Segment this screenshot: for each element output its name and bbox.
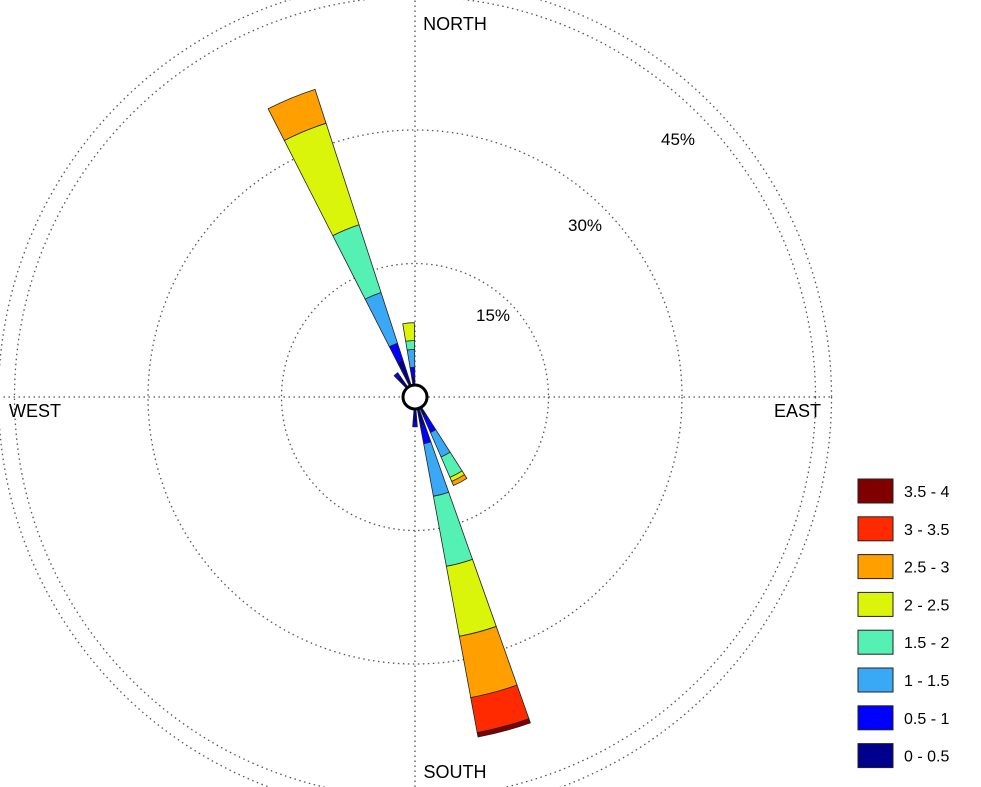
legend: 3.5 - 4 3 - 3.5 2.5 - 3 2 - 2.5 1.5 - 2 1 - 1… bbox=[857, 478, 949, 769]
ring-label-45: 45% bbox=[661, 130, 695, 149]
petal-337.5-bin-4 bbox=[283, 122, 360, 237]
petal-355-bin-2 bbox=[406, 348, 416, 369]
legend-swatch bbox=[857, 591, 894, 617]
petals bbox=[267, 88, 531, 738]
legend-swatch bbox=[857, 667, 894, 693]
legend-label: 2.5 - 3 bbox=[904, 560, 949, 577]
south-label: SOUTH bbox=[424, 762, 487, 782]
legend-swatch bbox=[857, 743, 894, 769]
legend-swatch bbox=[857, 554, 894, 580]
petal-337.5-bin-1 bbox=[388, 342, 404, 364]
legend-swatch bbox=[857, 629, 894, 655]
petal-337.5-bin-5 bbox=[267, 88, 327, 142]
legend-label: 0 - 0.5 bbox=[904, 749, 949, 766]
legend-swatch bbox=[857, 478, 894, 504]
grid-ring-outer bbox=[0, 0, 833, 787]
petal-165-bin-3 bbox=[432, 491, 473, 567]
legend-swatch bbox=[857, 705, 894, 731]
petal-165-bin-4 bbox=[445, 558, 497, 637]
center-circle bbox=[401, 383, 429, 411]
petal-355-bin-4 bbox=[402, 322, 415, 342]
petal-337.5-bin-3 bbox=[332, 224, 382, 300]
grid-ring-30 bbox=[147, 129, 683, 665]
petal-165-bin-7 bbox=[476, 718, 531, 738]
legend-label: 3 - 3.5 bbox=[904, 522, 949, 539]
legend-label: 1.5 - 2 bbox=[904, 635, 949, 652]
petal-320-bin-1 bbox=[393, 372, 401, 380]
center-hole bbox=[401, 383, 429, 411]
petal-152-bin-5 bbox=[451, 474, 468, 487]
east-label: EAST bbox=[774, 401, 821, 421]
legend-swatch bbox=[857, 516, 894, 542]
petal-152 bbox=[419, 406, 468, 487]
labels: NORTH SOUTH WEST EAST 15% 30% 45% bbox=[9, 14, 821, 782]
petal-180-bin-0 bbox=[412, 408, 418, 423]
petal-355 bbox=[402, 322, 416, 386]
grid-ring-45 bbox=[13, 0, 817, 787]
ring-label-15: 15% bbox=[476, 306, 510, 325]
legend-label: 1 - 1.5 bbox=[904, 673, 949, 690]
legend-label: 3.5 - 4 bbox=[904, 484, 949, 501]
petal-165 bbox=[416, 407, 531, 738]
legend-label: 2 - 2.5 bbox=[904, 597, 949, 614]
petal-355-bin-3 bbox=[405, 340, 415, 351]
petal-337.5-bin-2 bbox=[364, 291, 399, 348]
petal-165-bin-5 bbox=[458, 625, 518, 699]
petal-337.5 bbox=[267, 88, 412, 387]
north-label: NORTH bbox=[423, 14, 487, 34]
legend-label: 0.5 - 1 bbox=[904, 711, 949, 728]
petal-180-bin-1 bbox=[412, 421, 418, 428]
petal-355-bin-1 bbox=[409, 366, 416, 377]
west-label: WEST bbox=[9, 401, 61, 421]
ring-label-30: 30% bbox=[568, 216, 602, 235]
petal-180 bbox=[412, 408, 418, 428]
